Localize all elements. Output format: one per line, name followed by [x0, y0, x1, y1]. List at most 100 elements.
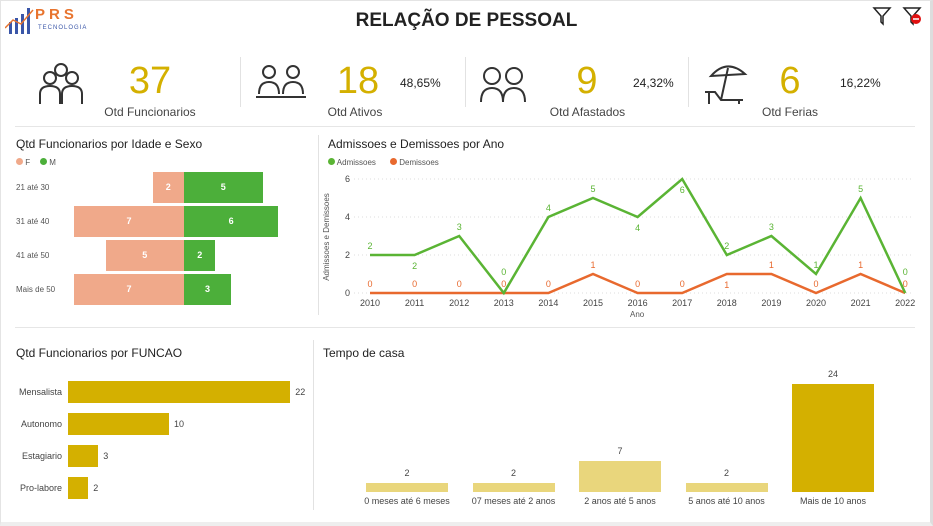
chart-title-adm-dem: Admissoes e Demissoes por Ano — [328, 137, 505, 151]
kpi-afastados-label: Otd Afastados — [549, 105, 626, 119]
category-label: 31 até 40 — [16, 217, 50, 226]
bar-male: 3 — [184, 274, 232, 305]
y-tick-label: 2 — [345, 250, 350, 260]
data-label: 0 — [680, 279, 685, 289]
kpi-ferias-value: 6 — [779, 60, 801, 102]
data-label: 22 — [295, 387, 306, 397]
kpi-afastados-value: 9 — [576, 60, 598, 102]
bar — [792, 384, 874, 492]
data-label: 5 — [590, 184, 595, 194]
data-label: 2 — [93, 483, 99, 493]
divider — [15, 327, 915, 328]
logo-bars-icon — [5, 8, 34, 34]
legend-demissoes: Demissoes — [390, 158, 439, 167]
kpi-ativos-value: 18 — [336, 60, 380, 102]
data-label: 0 — [903, 279, 908, 289]
category-label: 41 até 50 — [16, 251, 50, 260]
data-label: 0 — [501, 279, 506, 289]
data-label: 0 — [457, 279, 462, 289]
bar — [68, 381, 291, 403]
data-label: 0 — [367, 279, 372, 289]
bar — [579, 460, 661, 492]
data-label: 1 — [590, 260, 595, 270]
x-tick-label: 2021 — [851, 298, 871, 308]
x-tick-label: 2020 — [806, 298, 826, 308]
data-label: 0 — [501, 267, 506, 277]
x-tick-label: 2018 — [717, 298, 737, 308]
x-tick-label: 2016 — [628, 298, 648, 308]
bar — [68, 445, 99, 467]
data-label: 3 — [769, 222, 774, 232]
data-label: 4 — [546, 203, 551, 213]
kpi-ferias-label: Otd Ferias — [761, 105, 818, 119]
category-label: Mensalista — [18, 387, 62, 397]
divider — [15, 126, 915, 127]
data-label: 2 — [367, 241, 372, 251]
data-label: 3 — [457, 222, 462, 232]
y-tick-label: 6 — [345, 174, 350, 184]
workers-icon — [256, 64, 306, 105]
legend-m-label: M — [49, 158, 56, 167]
x-tick-label: 2010 — [360, 298, 380, 308]
data-label: 1 — [724, 280, 729, 290]
category-label: 5 anos até 10 anos — [688, 496, 765, 506]
x-tick-label: 2012 — [449, 298, 469, 308]
data-label: 2 — [412, 261, 417, 271]
x-tick-label: 2022 — [895, 298, 915, 308]
bar — [685, 483, 768, 492]
bar-male: 5 — [184, 172, 263, 203]
x-tick-label: 2019 — [761, 298, 781, 308]
category-label: Mais de 50 — [16, 285, 56, 294]
divider — [465, 57, 466, 107]
divider — [318, 135, 319, 315]
y-tick-label: 4 — [345, 212, 350, 222]
category-label: 2 anos até 5 anos — [584, 496, 656, 506]
sick-icon — [478, 64, 528, 109]
clear-filter-icon[interactable] — [902, 6, 924, 33]
category-label: 07 meses até 2 anos — [471, 496, 556, 506]
chart-title-funcao: Qtd Funcionarios por FUNCAO — [16, 346, 183, 360]
data-label: 0 — [903, 267, 908, 277]
bar-female: 7 — [74, 274, 184, 305]
bar — [366, 483, 448, 492]
data-label: 4 — [635, 223, 640, 233]
data-label: 2 — [723, 468, 729, 478]
legend-f-label: F — [25, 158, 31, 167]
divider — [313, 340, 314, 510]
chart-title-idade-sexo: Qtd Funcionarios por Idade e Sexo — [16, 137, 203, 151]
page-title: RELAÇÃO DE PESSOAL — [355, 10, 578, 31]
kpi-funcionarios-label: Otd Funcionarios — [104, 105, 196, 119]
bar-female: 7 — [74, 206, 184, 237]
logo-subtext: TECNOLOGIA — [38, 25, 88, 31]
data-label: 2 — [724, 241, 729, 251]
x-tick-label: 2014 — [538, 298, 558, 308]
data-label: 7 — [617, 445, 623, 456]
kpi-ferias-pct: 16,22% — [840, 76, 881, 90]
logo-text: PRS — [35, 6, 78, 23]
data-label: 24 — [827, 369, 838, 379]
tempo-chart: 2 0 meses até 6 meses 2 07 meses até 2 anos… — [0, 0, 874, 506]
group-icon — [38, 60, 84, 111]
filter-icon[interactable] — [872, 6, 892, 31]
data-label: 5 — [858, 184, 863, 194]
y-axis-title: Admissoes e Demissoes — [322, 193, 331, 281]
x-tick-label: 2013 — [494, 298, 514, 308]
kpi-ativos-pct: 48,65% — [400, 76, 441, 90]
divider — [240, 57, 241, 107]
category-label: Pro-labore — [19, 483, 62, 493]
bar-male: 2 — [184, 240, 216, 271]
data-label: 0 — [813, 279, 818, 289]
bar — [68, 413, 169, 435]
logo: PRS TECNOLOGIA — [5, 6, 86, 36]
bar-male: 6 — [184, 206, 279, 237]
data-label: 0 — [412, 279, 417, 289]
data-label: 3 — [103, 451, 109, 461]
kpi-ativos-label: Otd Ativos — [327, 105, 383, 119]
bar — [68, 477, 89, 499]
data-label: 2 — [510, 468, 516, 478]
category-label: 21 até 30 — [16, 183, 50, 192]
divider — [688, 57, 689, 107]
data-label: 6 — [680, 185, 685, 195]
